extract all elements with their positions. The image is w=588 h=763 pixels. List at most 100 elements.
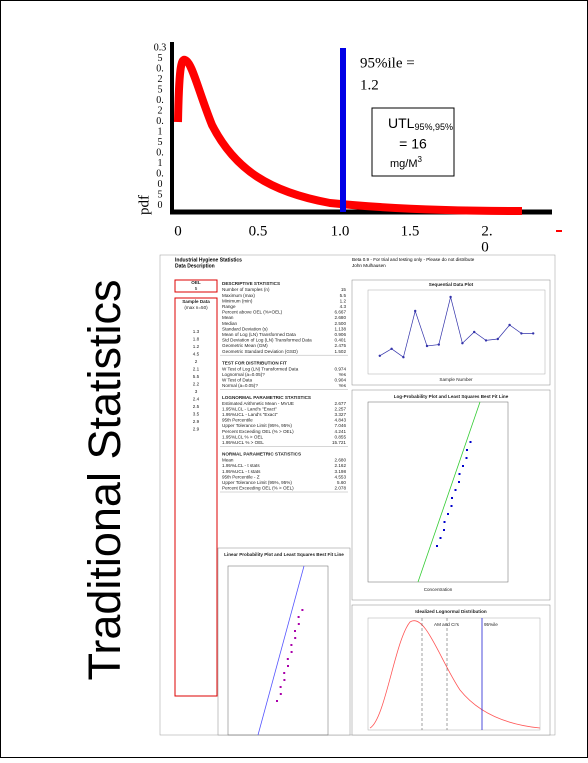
stat-label: 95th Percentile [222, 418, 253, 423]
y-tick-text: 0 [158, 179, 163, 190]
stat-value: 6.667 [335, 310, 347, 315]
y-tick-text: 5 [158, 84, 163, 95]
seq-title: Sequential Data Plot [429, 282, 474, 287]
y-tick-text: 0. [156, 116, 164, 127]
stat-label: 1.95%LCL - t stats [222, 463, 260, 468]
logprob-point [466, 449, 468, 451]
oel-label: OEL [191, 280, 201, 285]
stat-label: Std Deviation of Log (LN) Transformed Da… [222, 338, 312, 343]
stat-label: Upper Tolerance Limit (95%, 95%) [222, 480, 292, 485]
y-tick-text: 1 [158, 158, 163, 169]
logprob-point [455, 489, 457, 491]
y-tick-text: 5 [158, 53, 163, 64]
y-tick-text: 0 [158, 200, 163, 211]
stat-value: 2.677 [335, 401, 347, 406]
stat-value: 0.906 [335, 332, 347, 337]
stat-label: W Test of Data [222, 378, 252, 383]
sample-value: 2.2 [193, 382, 200, 387]
seq-point [461, 342, 463, 344]
y-tick-text: 0. [156, 95, 164, 106]
stat-value: 4.241 [335, 429, 347, 434]
logprob-title: Log-Probability Plot and Least Squares B… [394, 394, 509, 399]
linprob-point [280, 686, 282, 688]
stat-label: Estimated Arithmetic Mean - MVUE [222, 401, 294, 406]
y-tick-text: 0. [156, 168, 164, 179]
percentile-value: 1.2 [360, 77, 379, 93]
stat-value: 0.974 [335, 366, 347, 371]
x-tick-label: 1.5 [401, 223, 420, 239]
stat-value: 4.553 [335, 474, 347, 479]
linprob-point [287, 658, 289, 660]
stat-label: Mean [222, 458, 234, 463]
stat-value: 1.138 [335, 326, 347, 331]
stat-value: 2.257 [335, 406, 347, 411]
stat-label: 1.95%UCL % > OEL [222, 440, 264, 445]
stat-value: 0.904 [335, 378, 347, 383]
seq-point [438, 343, 440, 345]
y-tick-text: 5 [158, 137, 163, 148]
section-title: LOGNORMAL PARAMETRIC STATISTICS [222, 395, 311, 400]
stat-value: Yes [339, 372, 347, 377]
linprob-point [294, 637, 296, 639]
stat-value: 5.60 [337, 480, 346, 485]
stat-label: Percent above OEL (%>OEL) [222, 310, 283, 315]
author: John Mulhausen [352, 263, 386, 268]
linprob-point [298, 623, 300, 625]
linprob-title: Linear Probability Plot and Least Square… [224, 552, 344, 557]
stat-value: 3.327 [335, 412, 347, 417]
seq-point [426, 345, 428, 347]
section-title: TEST FOR DISTRIBUTION FIT [222, 360, 287, 365]
sample-value: 4.5 [193, 352, 200, 357]
stat-label: Mean [222, 315, 234, 320]
stat-label: 95th Percentile - Z [222, 474, 260, 479]
stat-value: 2.680 [335, 315, 347, 320]
x-tick-label: 0.5 [249, 223, 268, 239]
stat-label: Lognormal (a=0.05)? [222, 372, 265, 377]
stat-label: 1.95%UCL - t stats [222, 469, 261, 474]
stat-label: Maximum (max) [222, 293, 255, 298]
utl-unit-text: mg/M [390, 158, 418, 170]
section-title: DESCRIPTIVE STATISTICS [222, 281, 280, 286]
logprob-point [443, 529, 445, 531]
y-tick-text: 0.3 [154, 42, 167, 53]
sample-value: 2.5 [193, 404, 200, 409]
seq-point [508, 324, 510, 326]
stat-label: Mean of Log (LN) Transformed Data [222, 332, 296, 337]
stat-label: Percent Exceeding OEL (% > OEL) [222, 486, 294, 491]
x-tick-label: 2. [481, 223, 492, 239]
sample-value: 3 [195, 389, 198, 394]
utl-main: UTL [388, 115, 415, 131]
stat-value: 2.078 [335, 486, 347, 491]
seq-x-label: Sample Number [439, 377, 473, 382]
seq-point [473, 331, 475, 333]
sample-value: 3.5 [193, 412, 200, 417]
x-tick-label: 1.0 [331, 223, 350, 239]
stat-label: 1.95%LCL % > OEL [222, 434, 264, 439]
stat-label: 1.95%UCL - Land's "Exact" [222, 412, 278, 417]
sample-note: (max n=50) [184, 305, 208, 310]
y-tick-text: 2 [158, 74, 163, 85]
x-tick-label: 0 [174, 223, 182, 239]
stat-value: 2.475 [335, 343, 347, 348]
linprob-point [280, 693, 282, 695]
stat-value: 0.855 [335, 434, 347, 439]
seq-point [497, 338, 499, 340]
sample-value: 2.1 [193, 367, 200, 372]
seq-point [532, 332, 534, 334]
stat-value: 15 [341, 287, 347, 292]
slide-title: Traditional Statistics [79, 280, 130, 681]
linprob-point [290, 644, 292, 646]
seq-point [379, 355, 381, 357]
stat-value: 5.5 [340, 293, 347, 298]
y-tick-text: 2 [158, 105, 163, 116]
logprob-point [458, 481, 460, 483]
stat-value: 0.401 [335, 338, 347, 343]
section-title: NORMAL PARAMETRIC STATISTICS [222, 452, 301, 457]
stat-label: Percent Exceeding OEL (% > OEL) [222, 429, 294, 434]
sample-value: 2.9 [193, 427, 200, 432]
linprob-point [276, 700, 278, 702]
stat-label: Median [222, 321, 238, 326]
linprob-point [291, 651, 293, 653]
x-tick-label: 0 [481, 239, 489, 255]
utl-value: = 16 [399, 136, 427, 152]
